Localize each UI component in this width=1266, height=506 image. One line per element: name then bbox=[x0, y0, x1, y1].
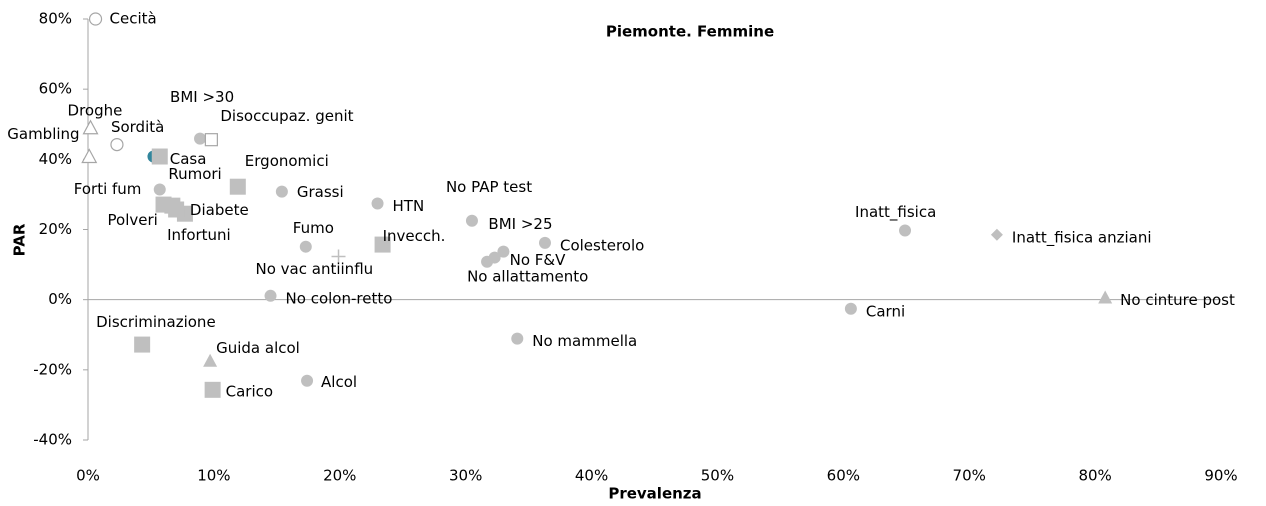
y-tick-label: 60% bbox=[39, 80, 72, 98]
x-tick-label: 50% bbox=[701, 467, 734, 485]
point-label: Carico bbox=[226, 382, 273, 400]
point bbox=[371, 197, 384, 210]
point bbox=[204, 381, 221, 398]
point-label: Alcol bbox=[321, 373, 357, 391]
point bbox=[844, 302, 857, 315]
point-label: No mammella bbox=[532, 332, 637, 350]
point-label: No allattamento bbox=[467, 267, 588, 285]
point bbox=[151, 148, 168, 165]
x-tick-label: 20% bbox=[323, 467, 356, 485]
point-label: Polveri bbox=[108, 211, 158, 229]
point bbox=[497, 245, 510, 258]
x-axis-label: Prevalenza bbox=[608, 485, 701, 503]
point-label: No colon-retto bbox=[286, 289, 393, 307]
point-label: Discriminazione bbox=[96, 313, 216, 331]
point-label: Forti fum bbox=[74, 180, 142, 198]
point bbox=[331, 249, 346, 264]
y-axis-label: PAR bbox=[11, 223, 29, 256]
point bbox=[204, 133, 218, 147]
point bbox=[1098, 290, 1113, 304]
point-label: Casa bbox=[170, 150, 207, 168]
point-label: Droghe bbox=[68, 101, 123, 119]
point-label: Guida alcol bbox=[216, 339, 300, 357]
y-tick-label: 0% bbox=[48, 290, 72, 308]
point bbox=[153, 183, 166, 196]
point-label: Carni bbox=[866, 302, 905, 320]
y-tick-label: 20% bbox=[39, 220, 72, 238]
point bbox=[990, 228, 1003, 241]
point-label: No PAP test bbox=[446, 178, 532, 196]
point bbox=[82, 119, 99, 135]
point-label: No vac antiinflu bbox=[256, 260, 374, 278]
y-tick-label: -40% bbox=[33, 431, 72, 449]
x-tick-label: 0% bbox=[76, 467, 100, 485]
point bbox=[511, 332, 524, 345]
point-label: Sordità bbox=[111, 118, 164, 136]
point bbox=[88, 12, 103, 26]
point bbox=[194, 132, 207, 145]
point bbox=[264, 289, 277, 302]
point bbox=[110, 137, 124, 152]
chart-title: Piemonte. Femmine bbox=[606, 23, 774, 41]
point-label: Gambling bbox=[7, 125, 79, 143]
point bbox=[481, 255, 494, 268]
point-label: Grassi bbox=[297, 183, 344, 201]
point-label: Fumo bbox=[293, 219, 334, 237]
point bbox=[275, 185, 288, 198]
x-tick-label: 70% bbox=[953, 467, 986, 485]
x-tick-label: 10% bbox=[197, 467, 230, 485]
y-tick-label: 80% bbox=[39, 10, 72, 28]
point bbox=[81, 148, 98, 164]
point bbox=[203, 353, 218, 367]
x-tick-label: 90% bbox=[1204, 467, 1237, 485]
point-label: Disoccupaz. genit bbox=[220, 107, 353, 125]
point-label: HTN bbox=[393, 197, 425, 215]
point-label: Inatt_fisica bbox=[855, 203, 936, 222]
point-label: Diabete bbox=[190, 201, 249, 219]
x-tick-label: 30% bbox=[449, 467, 482, 485]
point-label: Colesterolo bbox=[560, 236, 644, 254]
point-label: Cecità bbox=[110, 10, 157, 28]
point-label: Inatt_fisica anziani bbox=[1012, 228, 1152, 247]
point bbox=[899, 224, 912, 237]
point bbox=[299, 240, 312, 253]
point bbox=[465, 214, 478, 227]
point-label: BMI >25 bbox=[488, 215, 552, 233]
point bbox=[301, 374, 314, 387]
point bbox=[155, 196, 172, 213]
point bbox=[134, 336, 151, 353]
point-label: Infortuni bbox=[167, 226, 231, 244]
x-tick-label: 80% bbox=[1078, 467, 1111, 485]
point-label: Ergonomici bbox=[245, 152, 329, 170]
point-label: Invecch. bbox=[383, 227, 446, 245]
point bbox=[538, 236, 551, 249]
point-label: No F&V bbox=[510, 251, 566, 269]
y-tick-label: 40% bbox=[39, 150, 72, 168]
point bbox=[229, 178, 246, 195]
x-tick-label: 40% bbox=[575, 467, 608, 485]
point-label: Rumori bbox=[168, 165, 221, 183]
point-label: No cinture post bbox=[1120, 291, 1235, 309]
point bbox=[374, 236, 391, 253]
point bbox=[168, 201, 185, 218]
y-tick-label: -20% bbox=[33, 360, 72, 378]
x-tick-label: 60% bbox=[827, 467, 860, 485]
point-label: BMI >30 bbox=[170, 88, 234, 106]
